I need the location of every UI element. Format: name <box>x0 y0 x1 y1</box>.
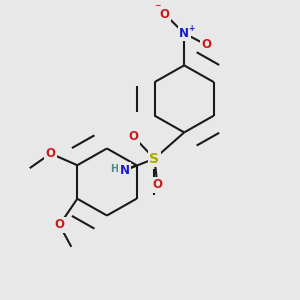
Text: +: + <box>188 23 195 32</box>
Text: O: O <box>202 38 212 51</box>
Text: H: H <box>110 164 118 174</box>
Text: −: − <box>154 1 161 10</box>
Text: S: S <box>149 152 160 166</box>
Text: N: N <box>179 27 189 40</box>
Text: O: O <box>129 130 139 143</box>
Text: N: N <box>120 164 130 177</box>
Text: O: O <box>160 8 170 21</box>
Text: O: O <box>55 218 64 232</box>
Text: O: O <box>46 147 56 160</box>
Text: O: O <box>152 178 162 191</box>
